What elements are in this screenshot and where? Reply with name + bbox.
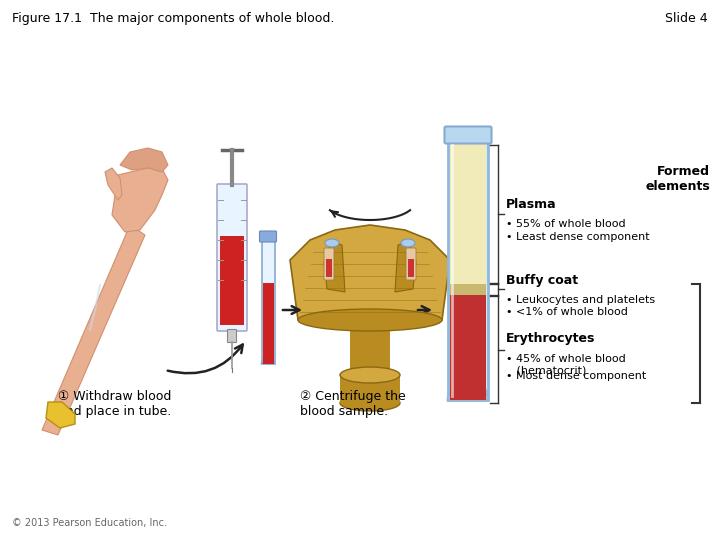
Bar — [450, 143, 486, 285]
Bar — [220, 236, 244, 325]
Ellipse shape — [325, 239, 339, 247]
Polygon shape — [120, 148, 168, 172]
Polygon shape — [112, 165, 168, 232]
Bar — [340, 375, 400, 403]
Polygon shape — [46, 402, 75, 428]
Text: ② Centrifuge the
blood sample.: ② Centrifuge the blood sample. — [300, 390, 406, 418]
Wedge shape — [448, 380, 488, 400]
FancyBboxPatch shape — [259, 231, 276, 242]
FancyBboxPatch shape — [406, 248, 416, 280]
Text: • <1% of whole blood: • <1% of whole blood — [506, 307, 628, 318]
Text: • Most dense component: • Most dense component — [506, 371, 647, 381]
Polygon shape — [395, 242, 416, 292]
Wedge shape — [450, 382, 486, 400]
Polygon shape — [324, 242, 345, 292]
Text: Erythrocytes: Erythrocytes — [506, 332, 595, 345]
Text: Formed
elements: Formed elements — [645, 165, 710, 193]
Bar — [450, 295, 486, 400]
Ellipse shape — [340, 367, 400, 383]
Bar — [326, 259, 332, 277]
Bar — [408, 259, 414, 277]
Text: ① Withdraw blood
and place in tube.: ① Withdraw blood and place in tube. — [58, 390, 171, 418]
Ellipse shape — [298, 309, 442, 331]
Bar — [261, 240, 274, 363]
Text: • Leukocytes and platelets: • Leukocytes and platelets — [506, 295, 655, 306]
Polygon shape — [105, 168, 122, 200]
Ellipse shape — [340, 395, 400, 411]
Text: Figure 17.1  The major components of whole blood.: Figure 17.1 The major components of whol… — [12, 12, 334, 25]
Text: Slide 4: Slide 4 — [665, 12, 708, 25]
Text: • 55% of whole blood: • 55% of whole blood — [506, 219, 626, 228]
FancyBboxPatch shape — [444, 126, 492, 144]
Text: Buffy coat: Buffy coat — [506, 274, 578, 287]
Bar — [450, 285, 486, 295]
Text: • 45% of whole blood
   (hematocrit): • 45% of whole blood (hematocrit) — [506, 354, 626, 375]
Text: Plasma: Plasma — [506, 198, 557, 211]
FancyBboxPatch shape — [324, 248, 334, 280]
Polygon shape — [290, 225, 450, 320]
Bar — [350, 320, 390, 375]
FancyBboxPatch shape — [228, 329, 236, 342]
Text: © 2013 Pearson Education, Inc.: © 2013 Pearson Education, Inc. — [12, 518, 167, 528]
Bar — [263, 283, 274, 363]
Polygon shape — [42, 225, 145, 435]
FancyBboxPatch shape — [217, 184, 247, 331]
Bar — [448, 140, 488, 400]
Wedge shape — [261, 357, 274, 363]
Text: • Least dense component: • Least dense component — [506, 232, 649, 242]
Ellipse shape — [401, 239, 415, 247]
Wedge shape — [263, 358, 274, 363]
